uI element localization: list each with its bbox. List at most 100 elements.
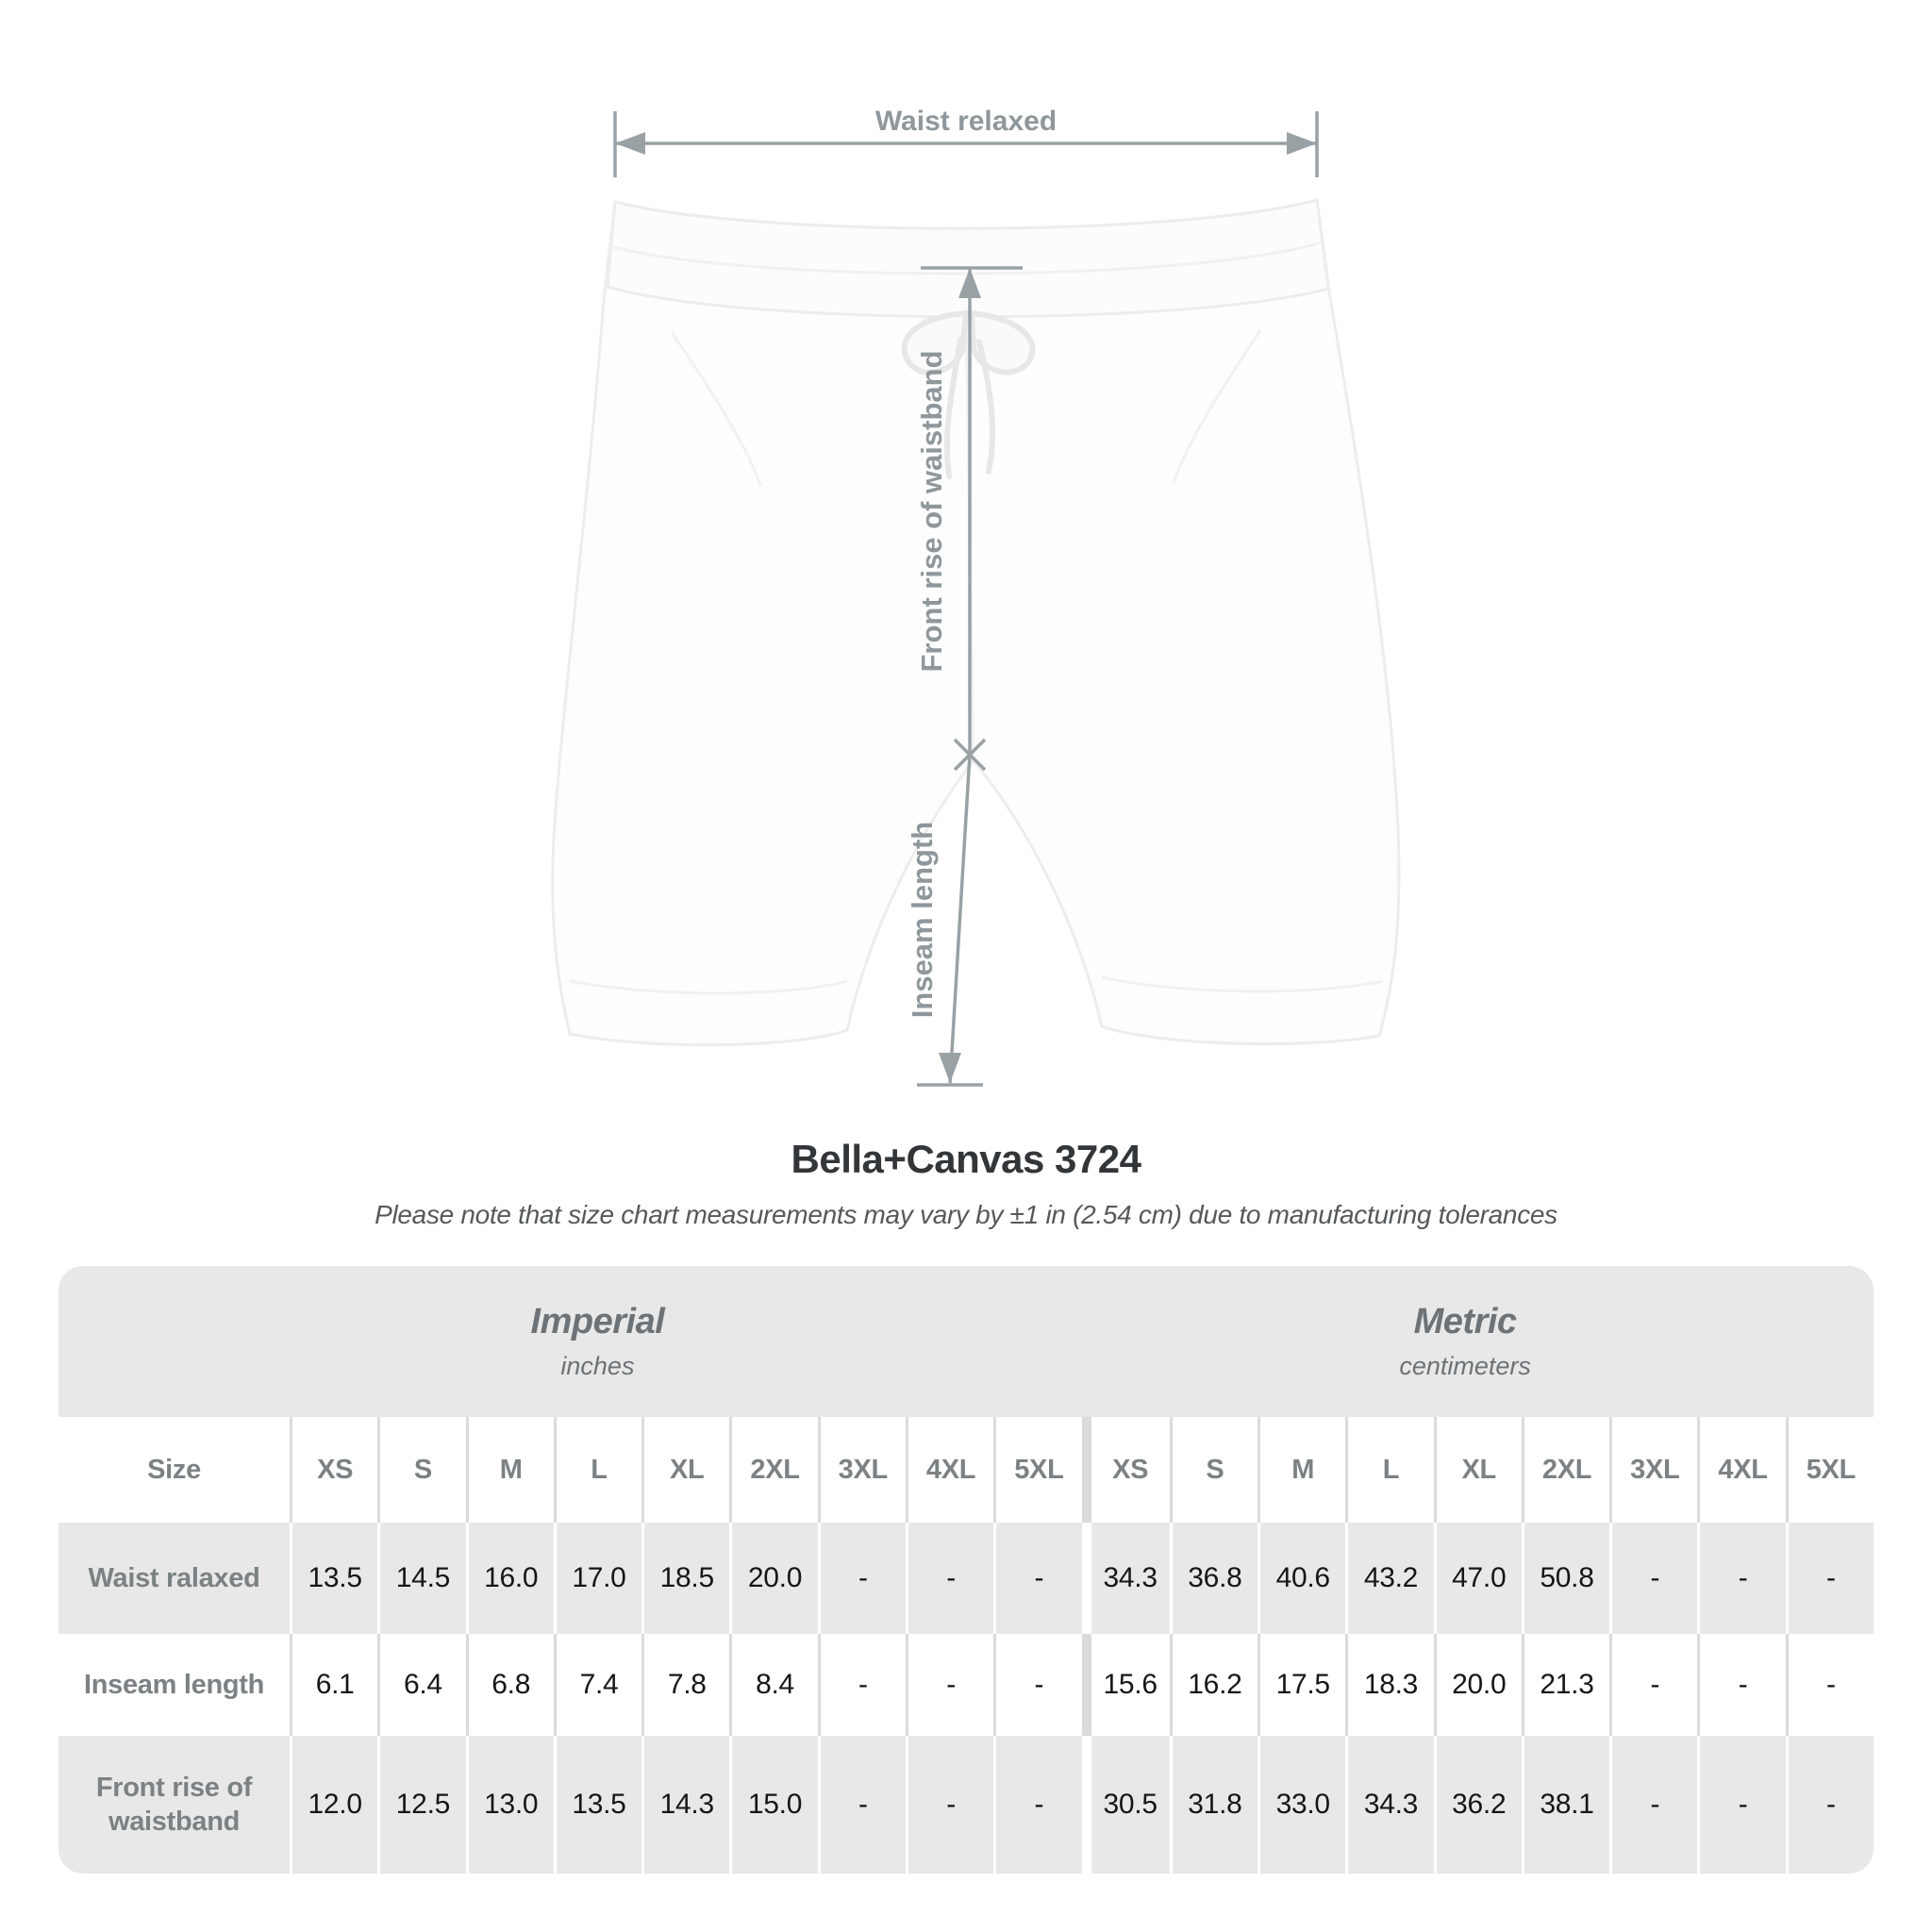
waist-measure-arrow [613,111,1319,177]
size-col-header: M [1257,1417,1345,1523]
size-value-cell: 21.3 [1521,1634,1609,1736]
size-header-row: Size XS S M L XL 2XL 3XL 4XL 5XL XS S M … [58,1417,1874,1523]
size-value-cell: 12.5 [377,1736,465,1874]
size-value-cell: - [993,1523,1081,1634]
size-col-header: 2XL [1521,1417,1609,1523]
size-value-cell: 13.5 [290,1523,377,1634]
size-col-header: 5XL [993,1417,1081,1523]
imperial-unit: inches [560,1352,635,1380]
inseam-measure-arrow [917,754,983,1087]
table-row-waist: Waist ralaxed 13.5 14.5 16.0 17.0 18.5 2… [58,1523,1874,1634]
size-value-cell: 17.0 [553,1523,641,1634]
metric-unit: centimeters [1399,1352,1531,1380]
size-value-cell: 8.4 [729,1634,817,1736]
inseam-arrowhead [939,1053,961,1083]
size-value-cell: 34.3 [1345,1736,1433,1874]
size-value-cell: 47.0 [1433,1523,1522,1634]
size-value-cell: - [905,1634,993,1736]
size-value-cell: 36.8 [1169,1523,1257,1634]
size-col-header: XS [290,1417,377,1523]
size-value-cell: - [1785,1523,1874,1634]
size-value-cell: 15.6 [1081,1634,1170,1736]
size-col-header: 2XL [729,1417,817,1523]
size-value-cell: - [905,1736,993,1874]
imperial-label: Imperial [530,1302,665,1341]
size-value-cell: 17.5 [1257,1634,1345,1736]
size-col-header: 3XL [817,1417,906,1523]
size-value-cell: - [817,1736,906,1874]
size-value-cell: 34.3 [1081,1523,1170,1634]
metric-unit-header: Metric centimeters [1399,1302,1531,1381]
size-value-cell: 14.5 [377,1523,465,1634]
size-col-header: 5XL [1785,1417,1874,1523]
size-col-header: S [1169,1417,1257,1523]
unit-header-band: Imperial inches Metric centimeters [58,1266,1874,1417]
size-value-cell: - [817,1523,906,1634]
size-value-cell: - [1609,1736,1697,1874]
size-table: Imperial inches Metric centimeters Size … [58,1266,1874,1874]
front-rise-label: Front rise of waistband [915,350,948,672]
size-value-cell: 6.8 [465,1634,554,1736]
size-value-cell: - [1609,1523,1697,1634]
size-value-cell: 33.0 [1257,1736,1345,1874]
size-value-cell: - [1785,1736,1874,1874]
waist-arrowheads [615,132,1317,155]
size-value-cell: 15.0 [729,1736,817,1874]
metric-label: Metric [1413,1302,1517,1341]
size-value-cell: 13.0 [465,1736,554,1874]
size-value-cell: 12.0 [290,1736,377,1874]
row-label: Inseam length [83,1669,265,1700]
size-value-cell: 13.5 [553,1736,641,1874]
size-col-header: M [465,1417,554,1523]
size-header: Size [147,1454,201,1485]
size-value-cell: - [1697,1523,1785,1634]
size-col-header: S [377,1417,465,1523]
size-value-cell: 18.5 [641,1523,729,1634]
size-value-cell: 20.0 [1433,1634,1522,1736]
size-value-cell: 7.8 [641,1634,729,1736]
waist-relaxed-label: Waist relaxed [875,106,1057,137]
tolerance-note: Please note that size chart measurements… [375,1200,1557,1229]
size-value-cell: 36.2 [1433,1736,1522,1874]
shorts-illustration: Waist relaxed Front rise of waistband In… [551,106,1401,1087]
shorts-seams [569,242,1384,995]
size-col-header: 3XL [1609,1417,1697,1523]
size-value-cell: - [993,1736,1081,1874]
size-value-cell: 31.8 [1169,1736,1257,1874]
size-value-cell: 38.1 [1521,1736,1609,1874]
size-value-cell: - [1697,1634,1785,1736]
row-label: Front rise of waistband [95,1772,253,1837]
size-value-cell: - [1697,1736,1785,1874]
size-value-cell: 18.3 [1345,1634,1433,1736]
front-rise-arrowhead [958,268,981,298]
size-value-cell: 16.2 [1169,1634,1257,1736]
size-value-cell: 43.2 [1345,1523,1433,1634]
size-col-header: 4XL [905,1417,993,1523]
table-row-inseam: Inseam length 6.1 6.4 6.8 7.4 7.8 8.4 - … [58,1634,1874,1736]
size-value-cell: 14.3 [641,1736,729,1874]
inseam-label: Inseam length [906,822,939,1018]
size-col-header: XL [641,1417,729,1523]
size-value-cell: 16.0 [465,1523,554,1634]
size-col-header: L [1345,1417,1433,1523]
size-value-cell: 40.6 [1257,1523,1345,1634]
table-row-front-rise: Front rise of waistband 12.0 12.5 13.0 1… [58,1736,1874,1874]
drawstring [901,309,1036,479]
size-col-header: 4XL [1697,1417,1785,1523]
size-value-cell: 50.8 [1521,1523,1609,1634]
size-value-cell: - [905,1523,993,1634]
product-figure: Waist relaxed Front rise of waistband In… [551,106,1401,1087]
size-value-cell: - [993,1634,1081,1736]
size-value-cell: - [1609,1634,1697,1736]
size-value-cell: 20.0 [729,1523,817,1634]
size-col-header: XL [1433,1417,1522,1523]
size-value-cell: - [817,1634,906,1736]
size-value-cell: 30.5 [1081,1736,1170,1874]
size-col-header: XS [1081,1417,1170,1523]
shorts-body [551,198,1401,1047]
size-value-cell: 6.1 [290,1634,377,1736]
row-label: Waist ralaxed [88,1562,260,1593]
imperial-unit-header: Imperial inches [531,1302,665,1381]
page-title: Bella+Canvas 3724 [791,1137,1141,1181]
